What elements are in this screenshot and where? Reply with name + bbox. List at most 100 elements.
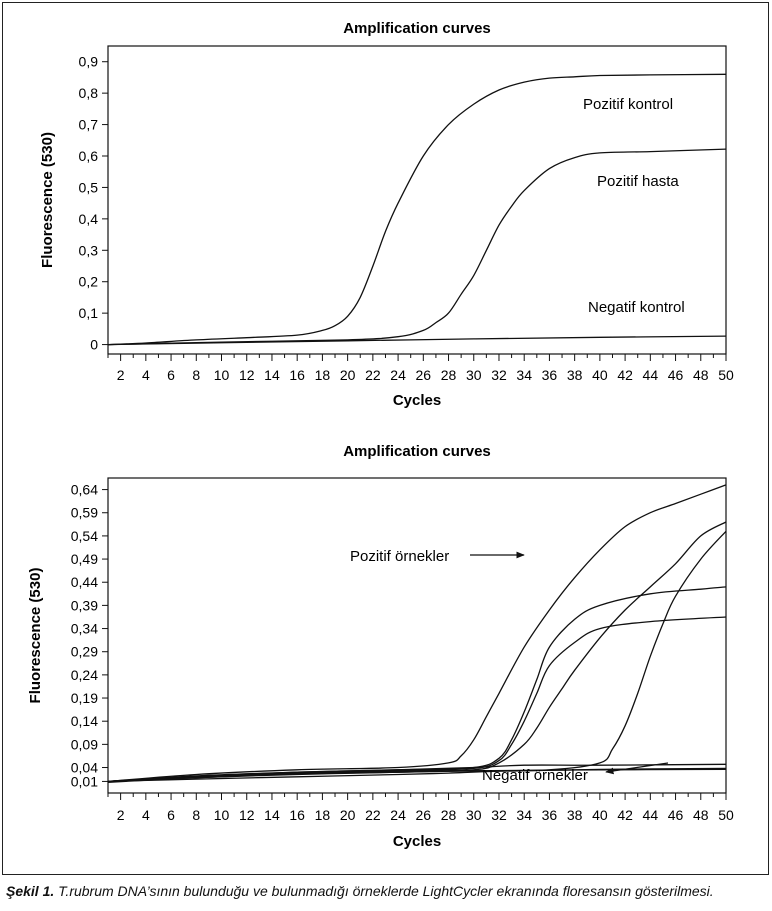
chart1-y-tick-label: 0,1 [79, 305, 99, 321]
chart1-x-axis-label: Cycles [393, 392, 441, 409]
chart2-annotation: Negatif örnekler [482, 767, 588, 784]
caption-label: Şekil 1. [6, 883, 55, 899]
chart2-y-tick-label: 0,44 [71, 574, 98, 590]
chart1-series-line-1 [107, 73, 727, 346]
chart2-series-line-8 [107, 768, 727, 783]
chart1-x-tick-label: 24 [390, 367, 406, 383]
chart1-x-tick-label: 28 [441, 367, 457, 383]
chart1-x-tick-label: 20 [340, 367, 356, 383]
chart2-x-tick-label: 16 [289, 807, 305, 823]
chart2-series-line-5 [107, 530, 727, 783]
chart1-x-tick-label: 46 [668, 367, 684, 383]
chart2-x-tick-label: 2 [117, 807, 125, 823]
chart1-x-tick-label: 22 [365, 367, 381, 383]
caption-text: T.rubrum DNA’sının bulunduğu ve bulunmad… [58, 883, 714, 899]
chart2-series-line-4 [107, 521, 727, 783]
chart1-series-line-2 [107, 148, 727, 346]
chart2-x-tick-label: 30 [466, 807, 482, 823]
chart2-x-tick-label: 14 [264, 807, 280, 823]
chart1-x-tick-label: 50 [718, 367, 734, 383]
chart2-y-tick-label: 0,29 [71, 644, 98, 660]
chart2-x-tick-label: 22 [365, 807, 381, 823]
chart1-plot-frame [107, 45, 727, 355]
chart2-y-tick-label: 0,24 [71, 667, 98, 683]
chart1-x-tick-label: 48 [693, 367, 709, 383]
chart1-y-tick-label: 0,4 [79, 211, 99, 227]
chart1-x-tick-label: 44 [643, 367, 659, 383]
chart1-x-tick-label: 8 [192, 367, 200, 383]
chart2-y-tick-label: 0,39 [71, 597, 98, 613]
chart1-y-tick-label: 0,2 [79, 274, 99, 290]
chart1-x-tick-label: 6 [167, 367, 175, 383]
chart1-series-line-3 [107, 335, 727, 346]
chart1-x-tick-label: 36 [542, 367, 558, 383]
chart2-x-tick-label: 34 [516, 807, 532, 823]
chart2-series-line-1 [107, 484, 727, 783]
chart2-y-tick-label: 0,01 [71, 773, 98, 789]
chart2-x-tick-label: 50 [718, 807, 734, 823]
chart1-x-tick-label: 14 [264, 367, 280, 383]
chart1-x-tick-label: 42 [617, 367, 633, 383]
chart1-y-axis-label: Fluorescence (530) [39, 132, 56, 268]
chart1-y-tick-label: 0,8 [79, 85, 99, 101]
chart2-y-tick-label: 0,59 [71, 505, 98, 521]
chart2-x-tick-label: 36 [542, 807, 558, 823]
chart1-x-tick-label: 2 [117, 367, 125, 383]
chart1-annotation: Pozitif kontrol [583, 96, 673, 113]
chart2-x-tick-label: 12 [239, 807, 255, 823]
chart2-series-line-3 [107, 616, 727, 783]
chart1-x-tick-label: 26 [416, 367, 432, 383]
chart1-annotation: Pozitif hasta [597, 173, 679, 190]
chart1-y-tick-label: 0,6 [79, 148, 99, 164]
chart1-y-tick-label: 0,9 [79, 54, 99, 70]
chart2-y-tick-label: 0,64 [71, 482, 98, 498]
chart2-x-tick-label: 32 [491, 807, 507, 823]
chart2-y-tick-label: 0,14 [71, 713, 98, 729]
chart2-x-tick-label: 18 [315, 807, 331, 823]
chart2-y-tick-label: 0,19 [71, 690, 98, 706]
chart2-x-tick-label: 48 [693, 807, 709, 823]
chart2-y-tick-label: 0,34 [71, 621, 98, 637]
chart2-x-tick-label: 4 [142, 807, 150, 823]
chart1-x-tick-label: 30 [466, 367, 482, 383]
chart1-x-tick-label: 32 [491, 367, 507, 383]
chart1-x-tick-label: 38 [567, 367, 583, 383]
chart2-x-tick-label: 20 [340, 807, 356, 823]
chart1-x-tick-label: 34 [516, 367, 532, 383]
chart1-y-tick-label: 0,5 [79, 179, 99, 195]
figure-caption: Şekil 1. T.rubrum DNA’sının bulunduğu ve… [6, 883, 714, 899]
chart2-series-line-6 [107, 763, 727, 783]
chart1-y-tick-label: 0,3 [79, 242, 99, 258]
chart2-x-tick-label: 24 [390, 807, 406, 823]
chart2-x-tick-label: 10 [214, 807, 230, 823]
chart1-y-tick-label: 0,7 [79, 117, 99, 133]
chart2-y-tick-label: 0,09 [71, 736, 98, 752]
chart2-x-tick-label: 44 [643, 807, 659, 823]
chart2-annotation: Pozitif örnekler [350, 548, 449, 565]
chart2-x-tick-label: 8 [192, 807, 200, 823]
chart2-x-tick-label: 38 [567, 807, 583, 823]
chart2-y-axis-label: Fluorescence (530) [27, 568, 44, 704]
chart1-annotation: Negatif kontrol [588, 299, 685, 316]
chart1-x-tick-label: 40 [592, 367, 608, 383]
chart2-x-tick-label: 6 [167, 807, 175, 823]
figure-frame [2, 2, 769, 875]
chart2-annotation-arrow [605, 762, 669, 775]
chart2-x-tick-label: 26 [416, 807, 432, 823]
chart2-y-tick-label: 0,04 [71, 760, 98, 776]
chart1-x-tick-label: 10 [214, 367, 230, 383]
chart2-x-tick-label: 28 [441, 807, 457, 823]
chart2-y-tick-label: 0,49 [71, 551, 98, 567]
chart2-series-line-2 [107, 586, 727, 783]
chart1-x-tick-label: 16 [289, 367, 305, 383]
chart1-y-tick-label: 0 [90, 337, 98, 353]
chart2-title: Amplification curves [343, 443, 491, 460]
chart1-x-tick-label: 4 [142, 367, 150, 383]
chart2-x-axis-label: Cycles [393, 833, 441, 850]
chart2-plot-frame [107, 477, 727, 794]
chart1-x-tick-label: 12 [239, 367, 255, 383]
chart2-y-tick-label: 0,54 [71, 528, 98, 544]
chart2-x-tick-label: 42 [617, 807, 633, 823]
chart1-x-tick-label: 18 [315, 367, 331, 383]
